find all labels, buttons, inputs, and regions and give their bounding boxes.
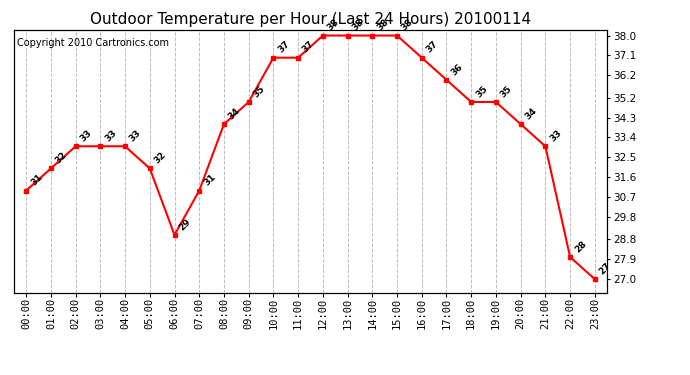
Text: 37: 37 [276, 40, 291, 55]
Text: 32: 32 [152, 150, 168, 166]
Text: 35: 35 [474, 84, 489, 99]
Text: 28: 28 [573, 239, 588, 254]
Text: 32: 32 [54, 150, 69, 166]
Text: 38: 38 [400, 18, 415, 33]
Text: 38: 38 [375, 18, 391, 33]
Text: 31: 31 [202, 172, 217, 188]
Text: 37: 37 [301, 40, 316, 55]
Text: 33: 33 [128, 128, 143, 144]
Text: 35: 35 [499, 84, 514, 99]
Text: 27: 27 [598, 261, 613, 276]
Text: 33: 33 [103, 128, 118, 144]
Text: 38: 38 [326, 18, 341, 33]
Text: 34: 34 [227, 106, 242, 122]
Text: 36: 36 [449, 62, 464, 77]
Text: Copyright 2010 Cartronics.com: Copyright 2010 Cartronics.com [17, 38, 169, 48]
Text: 33: 33 [548, 128, 563, 144]
Text: 37: 37 [424, 40, 440, 55]
Text: 38: 38 [351, 18, 366, 33]
Title: Outdoor Temperature per Hour (Last 24 Hours) 20100114: Outdoor Temperature per Hour (Last 24 Ho… [90, 12, 531, 27]
Text: 34: 34 [524, 106, 539, 122]
Text: 33: 33 [79, 128, 94, 144]
Text: 31: 31 [29, 172, 44, 188]
Text: 35: 35 [251, 84, 266, 99]
Text: 29: 29 [177, 217, 193, 232]
